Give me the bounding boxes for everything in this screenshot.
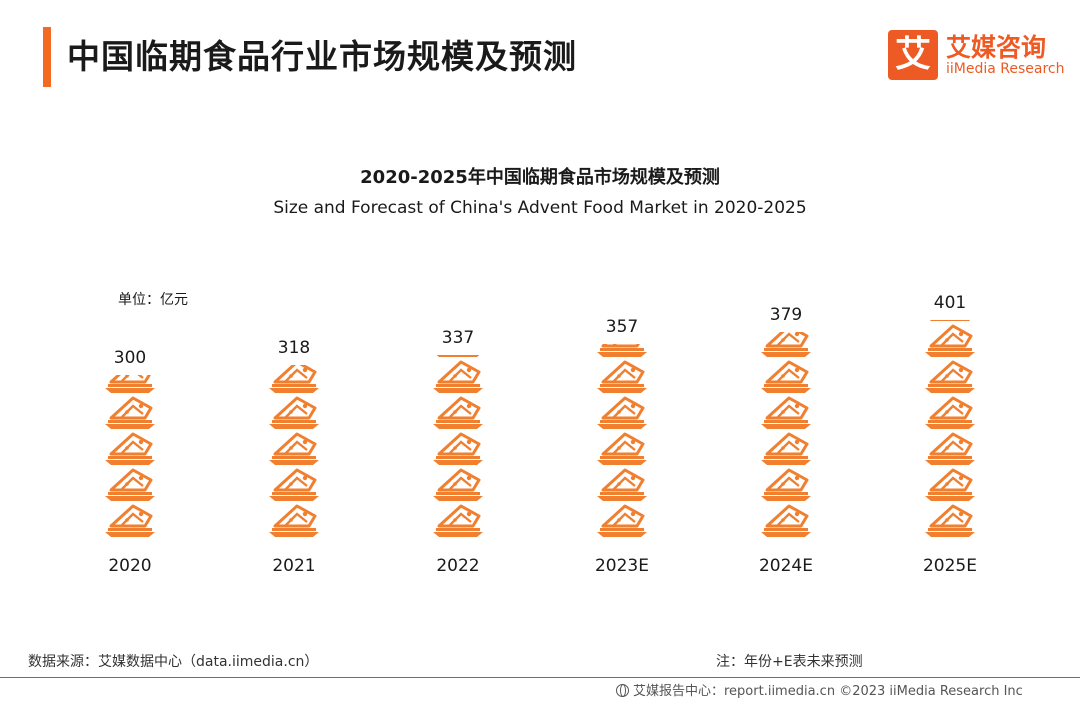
plate-icon (925, 432, 975, 465)
bar-2020 (105, 375, 155, 537)
logo-mark-text: 艾 (894, 34, 931, 75)
x-tick-label: 2021 (272, 556, 315, 576)
x-tick-label: 2023E (595, 556, 649, 576)
x-tick-label: 2020 (108, 556, 151, 576)
plate-icon (433, 468, 483, 501)
bar-2021 (269, 365, 319, 537)
data-label: 379 (770, 305, 802, 325)
logo-en-text: iiMedia Research (946, 61, 1065, 77)
data-label: 401 (934, 293, 966, 313)
plate-icon (597, 360, 647, 393)
plate-icon (761, 396, 811, 429)
plate-icon (433, 290, 483, 321)
x-tick-label: 2022 (436, 556, 479, 576)
plate-icon (433, 396, 483, 429)
bar-2023E (597, 344, 647, 537)
footer-copyright-text: 艾媒报告中心：report.iimedia.cn ©2023 iiMedia R… (633, 684, 1023, 699)
x-tick-label: 2025E (923, 556, 977, 576)
plate-icon (761, 504, 811, 537)
plate-icon (433, 432, 483, 465)
plate-icon (925, 360, 975, 393)
globe-icon (616, 684, 629, 697)
footer-source: 数据来源：艾媒数据中心（data.iimedia.cn） (28, 654, 319, 670)
data-label: 357 (606, 317, 638, 337)
plate-icon (269, 504, 319, 537)
data-label: 300 (114, 348, 146, 368)
footer-divider (0, 677, 1080, 678)
pictogram-bar-chart: 300 2020 318 2021 337 2022 357 2023E 379 2024E 401… (105, 270, 977, 576)
data-label: 318 (278, 338, 310, 358)
logo-mark: 艾 (888, 30, 938, 80)
bar-2024E (761, 332, 811, 537)
page-title: 中国临期食品行业市场规模及预测 (67, 37, 577, 76)
plate-icon (105, 375, 155, 393)
bar-2022 (433, 290, 483, 537)
plate-icon (105, 504, 155, 537)
plate-icon (597, 396, 647, 429)
plate-icon (433, 360, 483, 393)
logo-cn-text: 艾媒咨询 (946, 33, 1047, 62)
x-tick-label: 2024E (759, 556, 813, 576)
plate-icon (105, 432, 155, 465)
plate-icon (269, 432, 319, 465)
plate-icon (761, 468, 811, 501)
plate-icon (597, 504, 647, 537)
plate-icon (761, 432, 811, 465)
plate-icon (925, 468, 975, 501)
data-label: 337 (442, 328, 474, 348)
plate-icon (597, 468, 647, 501)
bar-2025E (925, 270, 975, 537)
plate-icon (925, 396, 975, 429)
plate-icon (761, 360, 811, 393)
plate-icon (269, 468, 319, 501)
plate-icon (925, 270, 975, 285)
unit-label: 单位：亿元 (118, 292, 188, 308)
plate-icon (433, 504, 483, 537)
plate-icon (597, 344, 647, 357)
footer-copyright: 艾媒报告中心：report.iimedia.cn ©2023 iiMedia R… (616, 680, 1023, 699)
plate-icon (105, 468, 155, 501)
title-accent-bar (43, 27, 51, 87)
plate-icon (436, 355, 480, 357)
plate-icon (925, 324, 975, 357)
plate-icon (105, 396, 155, 429)
footer-note: 注：年份+E表未来预测 (716, 654, 863, 670)
iimedia-logo: 艾 艾媒咨询 iiMedia Research (888, 26, 1065, 82)
plate-icon (929, 320, 971, 321)
plate-icon (761, 332, 811, 357)
plate-icon (269, 396, 319, 429)
plate-icon (925, 504, 975, 537)
chart-subtitle: Size and Forecast of China's Advent Food… (273, 198, 807, 218)
plate-icon (597, 432, 647, 465)
plate-icon (269, 365, 319, 393)
chart-title: 2020-2025年中国临期食品市场规模及预测 (360, 167, 720, 188)
